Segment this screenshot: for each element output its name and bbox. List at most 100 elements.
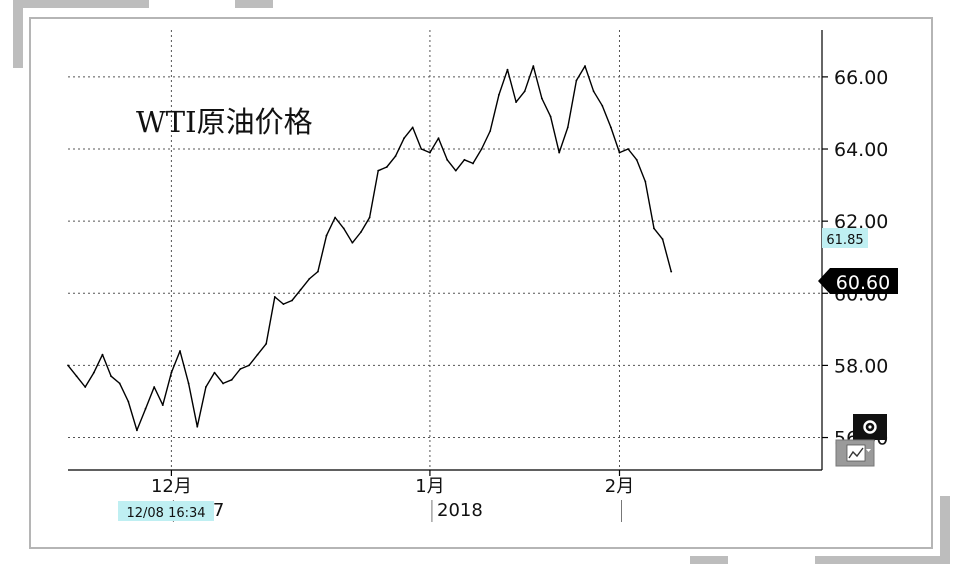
gear-icon-center[interactable] <box>868 425 872 429</box>
price-point <box>144 407 147 410</box>
price-point <box>377 169 380 172</box>
price-point <box>515 101 517 104</box>
price-point <box>222 382 225 385</box>
price-point <box>661 238 664 241</box>
last-price-label: 60.60 <box>836 272 890 294</box>
price-point <box>213 371 216 374</box>
corner-bar-right <box>940 496 950 556</box>
price-point <box>394 155 397 158</box>
price-point <box>437 137 440 140</box>
price-point <box>670 270 673 273</box>
price-point <box>282 303 285 305</box>
price-point <box>136 429 138 432</box>
price-point <box>653 227 655 230</box>
price-point <box>248 364 250 367</box>
x-tick-label: 12月 <box>151 476 192 497</box>
price-point <box>506 68 509 71</box>
price-point <box>627 148 630 150</box>
price-point <box>187 382 190 385</box>
price-point <box>497 94 500 96</box>
reference-price-bg <box>822 228 868 248</box>
line-chart-icon-frame[interactable] <box>846 444 866 462</box>
price-point <box>273 295 276 298</box>
price-point <box>385 166 388 168</box>
price-point <box>429 151 431 154</box>
price-point <box>230 378 233 381</box>
timestamp-bg <box>118 501 214 521</box>
gear-icon[interactable] <box>863 420 877 434</box>
price-point <box>558 151 561 154</box>
corner-bar-top <box>13 0 149 8</box>
price-point <box>454 169 457 172</box>
last-price-bg <box>818 268 898 294</box>
price-point <box>325 234 328 237</box>
price-point <box>299 288 302 291</box>
price-point <box>291 299 293 302</box>
line-chart-icon[interactable] <box>848 447 864 459</box>
price-point <box>411 126 414 129</box>
price-point <box>118 382 121 385</box>
frame-decoration <box>13 0 950 564</box>
price-point <box>549 115 552 118</box>
price-point <box>618 151 621 154</box>
price-point <box>601 104 604 107</box>
price-point <box>541 97 543 100</box>
price-point <box>566 126 569 129</box>
chevron-down-icon[interactable] <box>866 449 871 452</box>
timestamp-badge: 12/08 16:34 <box>118 501 214 521</box>
price-point <box>196 425 199 428</box>
corner-bar-bottom <box>815 556 950 564</box>
price-point <box>308 277 311 280</box>
price-point <box>334 216 337 219</box>
price-point <box>592 90 595 93</box>
price-point <box>575 79 578 82</box>
price-point <box>532 65 535 67</box>
price-point <box>110 375 112 378</box>
chart-type-button[interactable] <box>835 439 875 467</box>
price-point <box>75 375 78 378</box>
corner-bar-left <box>13 0 23 68</box>
price-point <box>67 364 69 367</box>
y-tick-label: 58.00 <box>834 355 888 377</box>
corner-bar-bottom-left <box>690 556 728 564</box>
last-price-badge: 60.60 <box>818 268 898 294</box>
reference-price-badge: 61.85 <box>822 228 868 248</box>
price-point <box>403 137 405 140</box>
price-point <box>584 65 586 67</box>
price-point <box>127 400 130 403</box>
price-point <box>170 371 173 374</box>
price-point <box>161 404 164 406</box>
timestamp-label: 12/08 16:34 <box>126 506 205 521</box>
price-point <box>644 180 647 183</box>
y-tick-label: 62.00 <box>834 211 888 233</box>
price-point <box>92 371 95 374</box>
price-point <box>316 270 319 273</box>
price-point <box>635 158 638 161</box>
y-tick-label: 64.00 <box>834 139 888 161</box>
price-point <box>256 353 259 356</box>
price-point <box>489 130 492 132</box>
price-point <box>351 241 354 244</box>
settings-button[interactable] <box>853 414 887 440</box>
x-period-label: 2018 <box>437 500 483 521</box>
outer-frame <box>29 17 933 549</box>
series-layer <box>67 65 673 432</box>
price-point <box>265 342 268 345</box>
price-point <box>446 158 449 161</box>
reference-price-label: 61.85 <box>826 233 863 248</box>
price-point <box>368 216 371 219</box>
x-tick-label: 2月 <box>605 476 634 497</box>
chart-title: WTI原油价格 <box>136 105 313 139</box>
price-point <box>153 386 156 388</box>
price-point <box>609 126 612 129</box>
price-point <box>463 158 466 161</box>
price-point <box>420 148 423 150</box>
price-point <box>472 162 474 165</box>
x-tick-label: 1月 <box>415 476 444 497</box>
price-point <box>179 350 181 352</box>
price-point <box>480 148 483 150</box>
gridlines <box>68 30 822 470</box>
price-point <box>204 386 207 388</box>
